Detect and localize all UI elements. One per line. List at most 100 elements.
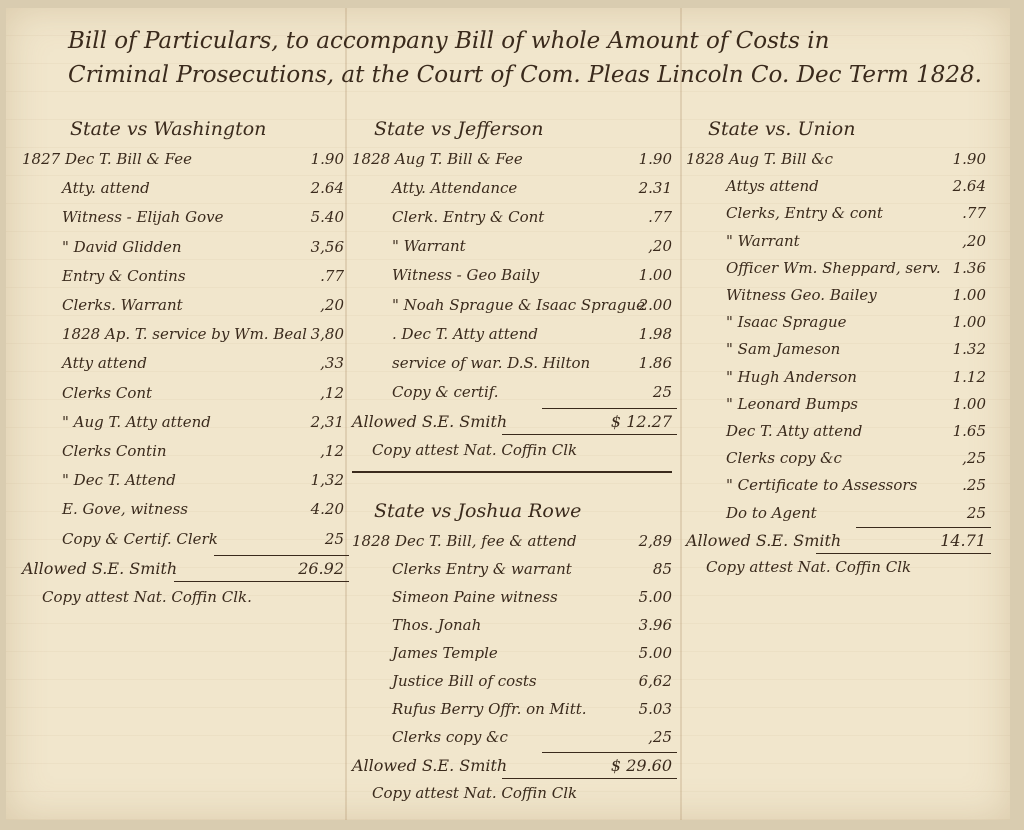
entry-row: " Aug T. Atty attend 2,31 bbox=[22, 412, 344, 431]
entry-item: " Sam Jameson bbox=[726, 340, 841, 359]
entry-row: 1828 Aug T. Bill & Fee 1.90 bbox=[352, 150, 677, 168]
entry-amount: ,20 bbox=[962, 231, 986, 250]
entry-amount: 3,80 bbox=[310, 325, 344, 344]
entry-row: 1828 Dec T. Bill, fee & attend 2,89 bbox=[352, 532, 677, 550]
case-total: $ 29.60 bbox=[610, 756, 672, 775]
entry-amount: .77 bbox=[320, 266, 344, 285]
entry-amount: 3,56 bbox=[310, 237, 344, 256]
entry-row: Clerks copy &c ,25 bbox=[352, 728, 677, 746]
entry-item: 1827 Dec T. Bill & Fee bbox=[22, 150, 192, 168]
entry-item: Clerks copy &c bbox=[392, 728, 508, 746]
case-total: $ 12.27 bbox=[610, 411, 672, 431]
entry-item: Atty. Attendance bbox=[392, 179, 518, 198]
entry-row: Rufus Berry Offr. on Mitt. 5.03 bbox=[352, 700, 677, 718]
entry-amount: 2.64 bbox=[310, 179, 344, 198]
entry-row: Justice Bill of costs 6,62 bbox=[352, 672, 677, 690]
entry-row: Clerks Cont ,12 bbox=[22, 383, 344, 402]
entry-row: Do to Agent 25 bbox=[686, 504, 1001, 522]
entry-amount: ,33 bbox=[320, 354, 344, 373]
entry-row: Copy & Certif. Clerk 25 bbox=[22, 530, 344, 548]
entry-item: Witness Geo. Bailey bbox=[726, 286, 877, 304]
entry-row: Simeon Paine witness 5.00 bbox=[352, 588, 677, 606]
entry-row: Witness Geo. Bailey 1.00 bbox=[686, 286, 1001, 304]
entry-amount: 1.00 bbox=[638, 266, 672, 285]
entry-amount: 5.03 bbox=[638, 700, 672, 718]
entry-item: Clerks, Entry & cont bbox=[726, 204, 883, 223]
entry-row: " Warrant ,20 bbox=[686, 232, 1001, 250]
allowed-row: Allowed S.E. Smith $ 29.60 bbox=[352, 756, 677, 775]
entry-amount: ,12 bbox=[320, 383, 344, 402]
allowed-row: Allowed S.E. Smith $ 12.27 bbox=[352, 412, 677, 431]
allowed-by: Allowed S.E. Smith bbox=[352, 756, 508, 775]
entry-item: Officer Wm. Sheppard, serv. bbox=[726, 258, 941, 277]
entry-item: Do to Agent bbox=[726, 503, 817, 522]
case-column: State vs Joshua Rowe 1828 Dec T. Bill, fe… bbox=[352, 500, 677, 802]
entry-row: Atty. Attendance 2.31 bbox=[352, 179, 677, 197]
entry-item: Dec T. Atty attend bbox=[726, 422, 863, 440]
entry-item: " Warrant bbox=[726, 231, 800, 250]
allowed-by: Allowed S.E. Smith bbox=[22, 558, 178, 578]
case-heading: State vs Washington bbox=[70, 118, 267, 140]
total-rule bbox=[502, 433, 677, 435]
entry-row: Clerks, Entry & cont .77 bbox=[686, 204, 1001, 222]
sum-rule bbox=[214, 554, 349, 556]
entry-amount: 1.90 bbox=[310, 150, 344, 168]
entry-row: Attys attend 2.64 bbox=[686, 177, 1001, 195]
entry-item: Entry & Contins bbox=[62, 266, 186, 285]
entry-row: Clerk. Entry & Cont .77 bbox=[352, 208, 677, 226]
document-title-line-1: Bill of Particulars, to accompany Bill o… bbox=[68, 28, 830, 54]
entry-item: Clerks Entry & warrant bbox=[392, 560, 572, 578]
entry-item: E. Gove, witness bbox=[62, 500, 188, 519]
entry-item: " Hugh Anderson bbox=[726, 367, 857, 386]
entry-row: " David Glidden 3,56 bbox=[22, 237, 344, 256]
entry-item: Clerks copy &c bbox=[726, 449, 842, 468]
case-heading: State vs Joshua Rowe bbox=[374, 500, 582, 522]
sum-rule bbox=[542, 407, 677, 409]
entry-row: " Hugh Anderson 1.12 bbox=[686, 368, 1001, 386]
entry-item: Clerk. Entry & Cont bbox=[392, 208, 545, 227]
allowed-row: Allowed S.E. Smith 14.71 bbox=[686, 531, 1001, 550]
case-heading: State vs. Union bbox=[708, 118, 856, 140]
entry-item: Thos. Jonah bbox=[392, 616, 482, 634]
case-column: State vs. Union 1828 Aug T. Bill &c 1.90 At… bbox=[686, 118, 1001, 576]
copy-attest: Copy attest Nat. Coffin Clk bbox=[372, 784, 578, 802]
entry-item: 1828 Aug T. Bill &c bbox=[686, 150, 834, 168]
entry-amount: 2.31 bbox=[638, 179, 672, 198]
sum-rule bbox=[542, 752, 677, 753]
total-rule bbox=[174, 580, 349, 582]
fold-line bbox=[345, 8, 347, 820]
entry-item: Atty attend bbox=[62, 354, 148, 373]
entry-amount: 1.00 bbox=[952, 313, 986, 332]
entry-item: Rufus Berry Offr. on Mitt. bbox=[392, 700, 587, 718]
entry-amount: .77 bbox=[648, 208, 672, 227]
entry-amount: 1,32 bbox=[310, 471, 344, 490]
entry-item: 1828 Ap. T. service by Wm. Beal bbox=[62, 325, 307, 344]
case-heading: State vs Jefferson bbox=[374, 118, 544, 140]
entry-amount: 85 bbox=[652, 560, 672, 578]
entry-item: Clerks. Warrant bbox=[62, 296, 183, 314]
copy-attest: Copy attest Nat. Coffin Clk bbox=[706, 558, 912, 576]
entry-amount: 2,89 bbox=[638, 532, 672, 550]
document-title-line-2: Criminal Prosecutions, at the Court of C… bbox=[68, 62, 982, 88]
allowed-by: Allowed S.E. Smith bbox=[686, 530, 842, 550]
case-separator bbox=[352, 471, 672, 473]
entry-amount: .25 bbox=[962, 476, 986, 495]
entry-row: " Leonard Bumps 1.00 bbox=[686, 395, 1001, 413]
entry-row: " Warrant ,20 bbox=[352, 237, 677, 255]
entry-amount: 2,31 bbox=[310, 412, 344, 431]
allowed-by: Allowed S.E. Smith bbox=[352, 411, 508, 431]
entry-amount: 1.00 bbox=[952, 286, 986, 304]
entry-row: Clerks copy &c ,25 bbox=[686, 449, 1001, 467]
entry-item: . Dec T. Atty attend bbox=[392, 324, 538, 343]
case-column: State vs Washington 1827 Dec T. Bill & Fe… bbox=[22, 118, 349, 606]
entry-amount: 1.98 bbox=[638, 324, 672, 343]
entry-item: " David Glidden bbox=[62, 237, 182, 256]
entry-item: 1828 Aug T. Bill & Fee bbox=[352, 150, 523, 168]
entry-row: E. Gove, witness 4.20 bbox=[22, 500, 344, 519]
case-total: 14.71 bbox=[940, 530, 986, 550]
entry-amount: 1.36 bbox=[952, 258, 986, 277]
entry-row: Clerks Entry & warrant 85 bbox=[352, 560, 677, 578]
entry-item: " Isaac Sprague bbox=[726, 313, 847, 332]
entry-row: 1827 Dec T. Bill & Fee 1.90 bbox=[22, 150, 344, 168]
entry-item: Copy & certif. bbox=[392, 382, 499, 401]
